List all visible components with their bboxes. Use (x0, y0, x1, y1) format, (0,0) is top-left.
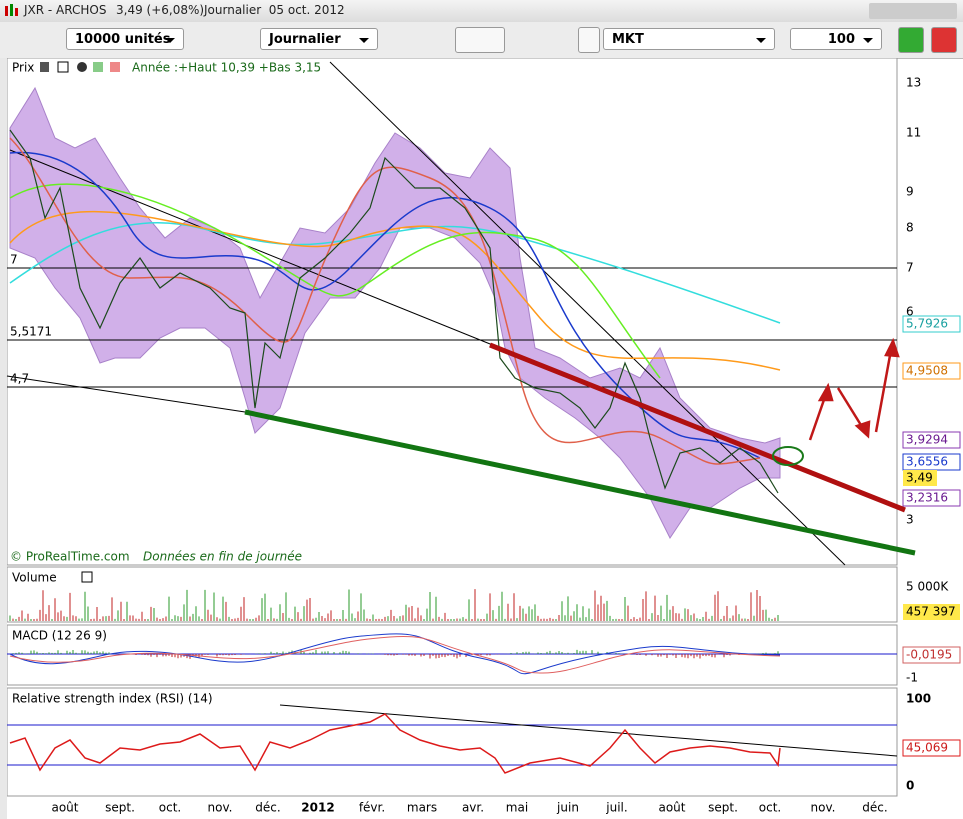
signal-line (9, 635, 781, 674)
quantity-select[interactable]: 10000 unités (66, 28, 184, 50)
ma-cyan (9, 221, 781, 324)
timeframe-select[interactable]: Journalier (260, 28, 378, 50)
axis-tick-label: 7 (906, 261, 914, 275)
x-axis-label: févr. (359, 801, 385, 815)
panel-icon[interactable] (81, 571, 93, 583)
ma-red (9, 137, 761, 465)
level-label: 7 (10, 253, 18, 267)
volume-panel (6, 566, 898, 623)
period: Journalier 05 oct. 2012 (204, 3, 345, 17)
trend-line (6, 375, 246, 413)
x-axis-label: juil. (605, 801, 627, 815)
buy-button[interactable] (898, 27, 924, 53)
badge: 3,2316 (906, 491, 948, 505)
sell-button[interactable] (931, 27, 957, 53)
indicator-button[interactable] (455, 27, 505, 53)
x-axis-label: nov. (208, 801, 233, 815)
badge: -0,0195 (906, 648, 952, 662)
axis-tick-label: 0 (906, 779, 914, 793)
data-note: Données en fin de journée (143, 550, 302, 564)
trend-line (329, 61, 846, 566)
x-axis-label: juin (556, 801, 579, 815)
x-axis-label: août (51, 801, 78, 815)
macd-line (9, 633, 781, 675)
axis-tick-label: -1 (906, 671, 918, 685)
rsi-panel (6, 687, 898, 797)
axis-tick-label: 9 (906, 185, 914, 199)
x-axis-label: nov. (811, 801, 836, 815)
chart-area: Prix Année :+Haut 10,39 +Bas 3,15 7 5,51… (0, 58, 961, 819)
order-type-select[interactable]: MKT (603, 28, 775, 50)
ma-green (9, 183, 661, 379)
panel-name: MACD (12 26 9) (12, 629, 107, 643)
axis-tick-label: 3 (906, 513, 914, 527)
resistance-line (489, 342, 906, 513)
left-margin (0, 58, 7, 819)
panel-name: Prix (12, 61, 34, 75)
axis-tick-label: 8 (906, 221, 914, 235)
trend-line (279, 704, 898, 757)
x-axis-label: oct. (159, 801, 181, 815)
copyright: © ProRealTime.com (10, 550, 130, 564)
x-axis-label: sept. (105, 801, 135, 815)
axis-tick-label: 11 (906, 126, 921, 140)
axis-tick-label: 100 (906, 692, 931, 706)
x-axis-label: mars (407, 801, 437, 815)
price-line (9, 129, 779, 494)
symbol: JXR - ARCHOS (24, 3, 107, 17)
last-price: 3,49 (+6,08%) (116, 3, 205, 17)
x-axis-label: déc. (255, 801, 280, 815)
rsi-line (9, 713, 781, 774)
toolbar: 10000 unités Journalier MKT 100 (0, 22, 963, 59)
level-label: 5,5171 (10, 325, 52, 339)
axis-tick-label: 13 (906, 76, 921, 90)
trend-line (9, 149, 501, 349)
badge: 5,7926 (906, 317, 948, 331)
badge: 4,9508 (906, 364, 948, 378)
axis-tick-label: 6 (906, 305, 914, 319)
badge: 3,6556 (906, 455, 948, 469)
badge: 45,069 (906, 741, 948, 755)
panel-icons[interactable] (40, 61, 120, 73)
ma-orange (9, 210, 781, 371)
badge: 3,49 (906, 471, 933, 485)
settings-button[interactable] (578, 27, 600, 53)
x-axis-label: mai (506, 801, 528, 815)
axis-tick-label: 5 000K (906, 580, 949, 594)
forecast-arrows (808, 337, 900, 441)
support-line (244, 409, 916, 556)
x-axis-label: août (658, 801, 685, 815)
panel-name: Volume (12, 571, 57, 585)
x-axis-label: déc. (862, 801, 887, 815)
x-axis-label: oct. (759, 801, 781, 815)
app-icon (5, 4, 18, 16)
x-axis-label: 2012 (301, 801, 334, 815)
highlight-ellipse (772, 446, 804, 466)
panel-name: Relative strength index (RSI) (14) (12, 692, 213, 706)
title-bar: JXR - ARCHOS 3,49 (+6,08%) Journalier 05… (0, 0, 963, 23)
window-controls[interactable] (869, 3, 957, 19)
level-label: 4,7 (10, 372, 29, 386)
x-axis-label: sept. (708, 801, 738, 815)
x-axis-label: avr. (462, 801, 484, 815)
volume-bars (9, 589, 779, 621)
price-axis: 13 11 9 8 7 6 4 3 5,7926 4,9508 3,9294 3… (902, 76, 961, 527)
badge: 457 397 (906, 605, 956, 619)
amount-input[interactable]: 100 (790, 28, 882, 50)
x-axis: août sept. oct. nov. déc. 2012 févr. mars avr. ma… (51, 801, 887, 815)
badge: 3,9294 (906, 433, 948, 447)
annotation: Année :+Haut 10,39 +Bas 3,15 (132, 61, 321, 75)
